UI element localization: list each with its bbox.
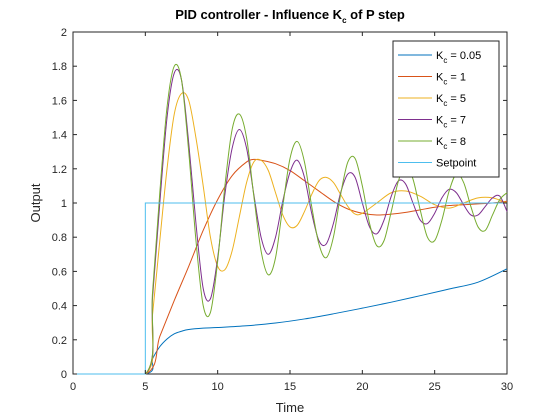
chart-title-main: PID controller - Influence K [175,7,342,22]
legend-entry-rest: = 1 [447,72,466,84]
series-line-5 [73,63,508,375]
legend-entry: Kc = 5 [436,93,466,108]
y-tick-label: 0.2 [52,335,67,347]
legend-entry-sub: c [443,99,447,108]
legend-box [392,40,500,178]
x-axis-label: Time [276,400,304,415]
series-line-6 [73,202,507,375]
x-tick-label: 0 [70,381,76,393]
x-axis: 0 5 10 15 20 25 30 [70,32,513,393]
y-tick-label: 1.4 [52,130,67,142]
legend-entry-rest: = 7 [447,115,466,127]
legend-entry-sub: c [443,56,447,65]
y-tick-label: 1.2 [52,164,67,176]
series-layer [73,63,508,375]
legend-entry-main: K [436,50,444,62]
legend-entry: Kc = 7 [436,115,466,130]
legend-entry-main: K [436,115,444,127]
legend-entry-rest: = 8 [447,136,466,148]
x-tick-label: 5 [142,381,148,393]
legend-entry-main: K [436,136,444,148]
series-line-4 [73,68,508,375]
legend-entry: Setpoint [436,158,476,170]
y-tick-label: 1.8 [52,61,67,73]
legend-entry-sub: c [443,78,447,87]
legend-entry-main: K [436,93,444,105]
legend-entry: Kc = 1 [436,72,466,87]
y-tick-label: 0.4 [52,301,67,313]
chart-title: PID controller - Influence Kc of P step [175,7,405,25]
series-line-2 [73,158,508,375]
x-tick-label: 30 [501,381,513,393]
x-tick-label: 15 [284,381,296,393]
series-line-1 [73,268,508,375]
chart-title-sub: c [342,16,347,25]
legend-entry-main: K [436,72,444,84]
legend-entry-rest: = 0.05 [447,50,481,62]
y-tick-label: 2 [61,27,67,39]
y-tick-label: 0.8 [52,232,67,244]
x-tick-label: 25 [429,381,441,393]
legend-entry-sub: c [443,121,447,130]
legend-entry: Kc = 0.05 [436,50,481,65]
chart-title-rest: of P step [347,7,405,22]
y-axis: 0 0.2 0.4 0.6 0.8 1 1.2 1.4 1.6 1.8 2 [52,27,507,381]
y-tick-label: 1 [61,198,67,210]
legend-entry-main: Setpoint [436,158,476,170]
y-tick-label: 0 [61,369,67,381]
legend-entry-rest: = 5 [447,93,466,105]
x-tick-label: 20 [356,381,368,393]
x-tick-label: 10 [212,381,224,393]
legend-entry-sub: c [443,142,447,151]
y-tick-label: 0.6 [52,266,67,278]
y-axis-label: Output [28,183,43,222]
y-tick-label: 1.6 [52,95,67,107]
legend-entry: Kc = 8 [436,136,466,151]
